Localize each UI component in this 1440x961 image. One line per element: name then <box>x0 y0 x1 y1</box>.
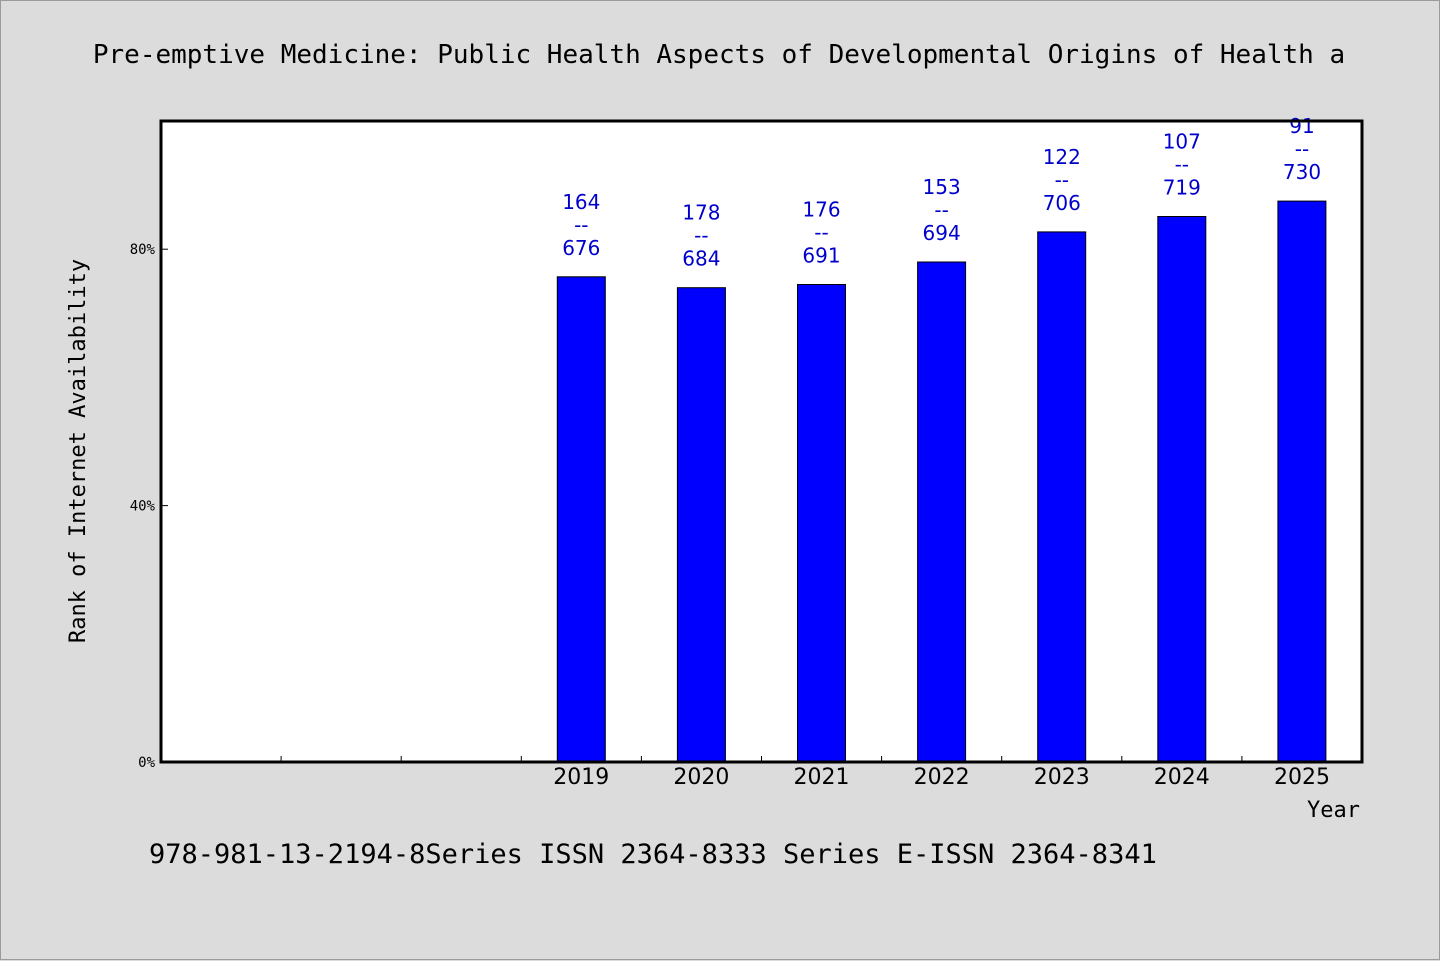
data-label-2025: 91 --730 <box>1283 114 1321 184</box>
data-label-2020: 178 --684 <box>682 201 720 271</box>
bar-2019 <box>556 276 606 763</box>
data-label-line: 684 <box>682 247 720 271</box>
data-label-2024: 107 --719 <box>1163 130 1201 200</box>
axes-layer: 2019 2020 2021 2022 2023 2024 2025 0% 40% 80% <box>130 242 1330 790</box>
footer-text: 978-981-13-2194-8Series ISSN 2364-8333 S… <box>149 839 1157 870</box>
data-label-line: 164 <box>562 190 600 214</box>
data-label-line: 730 <box>1283 160 1321 184</box>
data-label-line: 153 <box>923 175 961 199</box>
data-label-2023: 122 --706 <box>1043 145 1081 215</box>
y-tick-label-80pct: 80% <box>130 242 156 258</box>
y-tick-label-0pct: 0% <box>138 755 155 771</box>
data-label-2021: 176 --691 <box>802 198 840 268</box>
bars-layer <box>556 200 1327 763</box>
data-label-line: -- <box>934 198 948 222</box>
data-label-line: -- <box>1175 153 1189 177</box>
bar-2023 <box>1037 231 1087 763</box>
bar-2025 <box>1277 200 1327 763</box>
x-tick-label-2021: 2021 <box>794 765 850 790</box>
x-tick-label-2020: 2020 <box>673 765 729 790</box>
data-label-line: 676 <box>562 236 600 260</box>
chart-title: Pre-emptive Medicine: Public Health Aspe… <box>93 40 1345 70</box>
bar-2021 <box>797 284 846 763</box>
x-tick-label-2022: 2022 <box>914 765 970 790</box>
data-label-line: 691 <box>802 244 840 268</box>
data-label-line: -- <box>694 224 708 248</box>
bar-2024 <box>1157 216 1207 763</box>
bar-2020 <box>676 287 726 763</box>
x-tick-label-2023: 2023 <box>1034 765 1090 790</box>
data-label-line: 706 <box>1043 191 1081 215</box>
x-tick-label-2024: 2024 <box>1154 765 1210 790</box>
data-label-line: -- <box>814 221 828 245</box>
y-axis-label: Rank of Internet Availability <box>66 259 91 643</box>
data-label-line: 122 <box>1043 145 1081 169</box>
data-label-line: 91 <box>1289 114 1314 138</box>
data-label-line: -- <box>1055 168 1069 192</box>
x-tick-label-2019: 2019 <box>553 765 609 790</box>
data-label-2022: 153 --694 <box>923 175 961 245</box>
data-label-line: 176 <box>802 198 840 222</box>
bar-2022 <box>917 261 967 763</box>
plot-border <box>159 119 1364 764</box>
data-label-line: 107 <box>1163 130 1201 154</box>
data-label-2019: 164 --676 <box>562 190 600 260</box>
data-label-line: -- <box>1295 137 1309 161</box>
data-label-line: 694 <box>923 221 961 245</box>
x-axis-label: Year <box>1307 798 1360 823</box>
data-label-line: 719 <box>1163 176 1201 200</box>
y-tick-label-40pct: 40% <box>130 499 156 515</box>
data-label-line: -- <box>574 213 588 237</box>
data-label-line: 178 <box>682 201 720 225</box>
x-tick-label-2025: 2025 <box>1274 765 1330 790</box>
